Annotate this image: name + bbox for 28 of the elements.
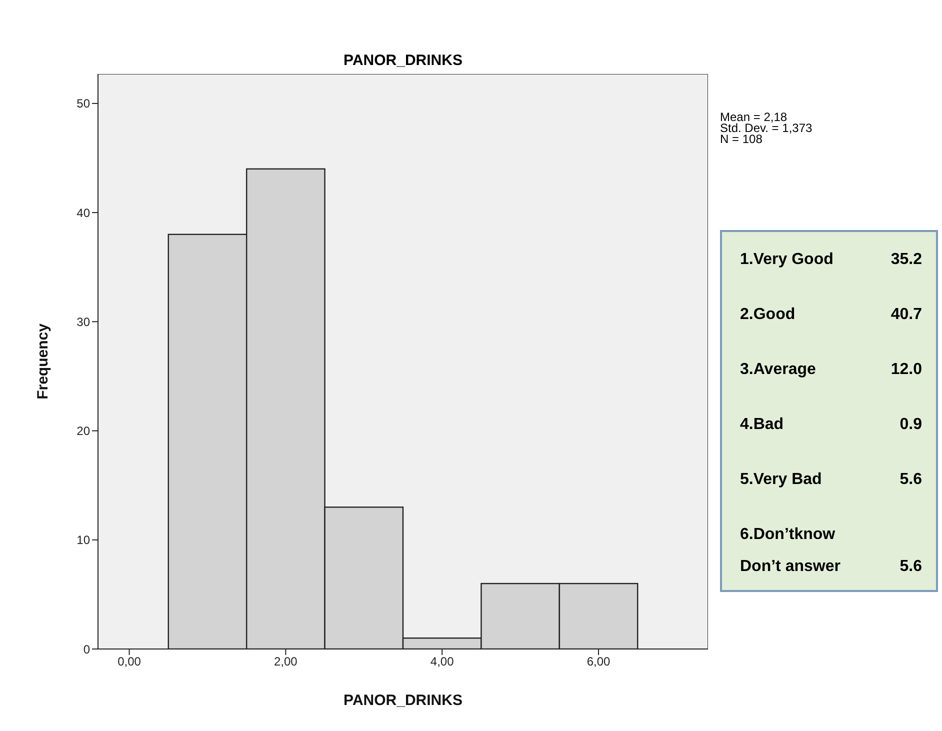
x-tick-label: 6,00	[586, 654, 611, 669]
text: 0.9	[900, 416, 922, 433]
y-axis-title: Frequency	[34, 322, 52, 400]
text: 5.6	[900, 558, 922, 575]
y-tick-label: 10	[76, 533, 90, 548]
category-label: 1.Very Good	[740, 250, 834, 270]
x-tick-label: 0,00	[118, 654, 142, 669]
y-tick-label: 20	[76, 424, 90, 438]
text: Std. Dev. = 1,373	[720, 121, 812, 135]
text: N = 108	[720, 132, 762, 146]
text: 5.6	[900, 471, 922, 488]
category-label: 2.Good	[740, 305, 796, 325]
x-tick-label: 2,00	[274, 654, 298, 669]
category-label: 6.Don’tknow Don’t answer	[740, 525, 840, 577]
y-tick-label: 50	[76, 96, 90, 111]
x-axis-title: PANOR_DRINKS	[344, 692, 462, 709]
text: 35.2	[890, 251, 922, 268]
y-tick-label: 0	[83, 642, 90, 656]
category-label: 5.Very Bad	[740, 470, 822, 490]
y-tick-label: 40	[76, 206, 90, 220]
text: 12.0	[890, 361, 922, 378]
category-label: 3.Average	[740, 360, 816, 380]
chart-title: PANOR_DRINKS	[342, 52, 464, 69]
text: 40.7	[890, 306, 922, 323]
text: Mean = 2,18	[720, 110, 788, 124]
category-label: 4.Bad	[740, 415, 784, 435]
y-tick-label: 30	[76, 314, 90, 329]
x-tick-label: 4,00	[430, 654, 454, 669]
